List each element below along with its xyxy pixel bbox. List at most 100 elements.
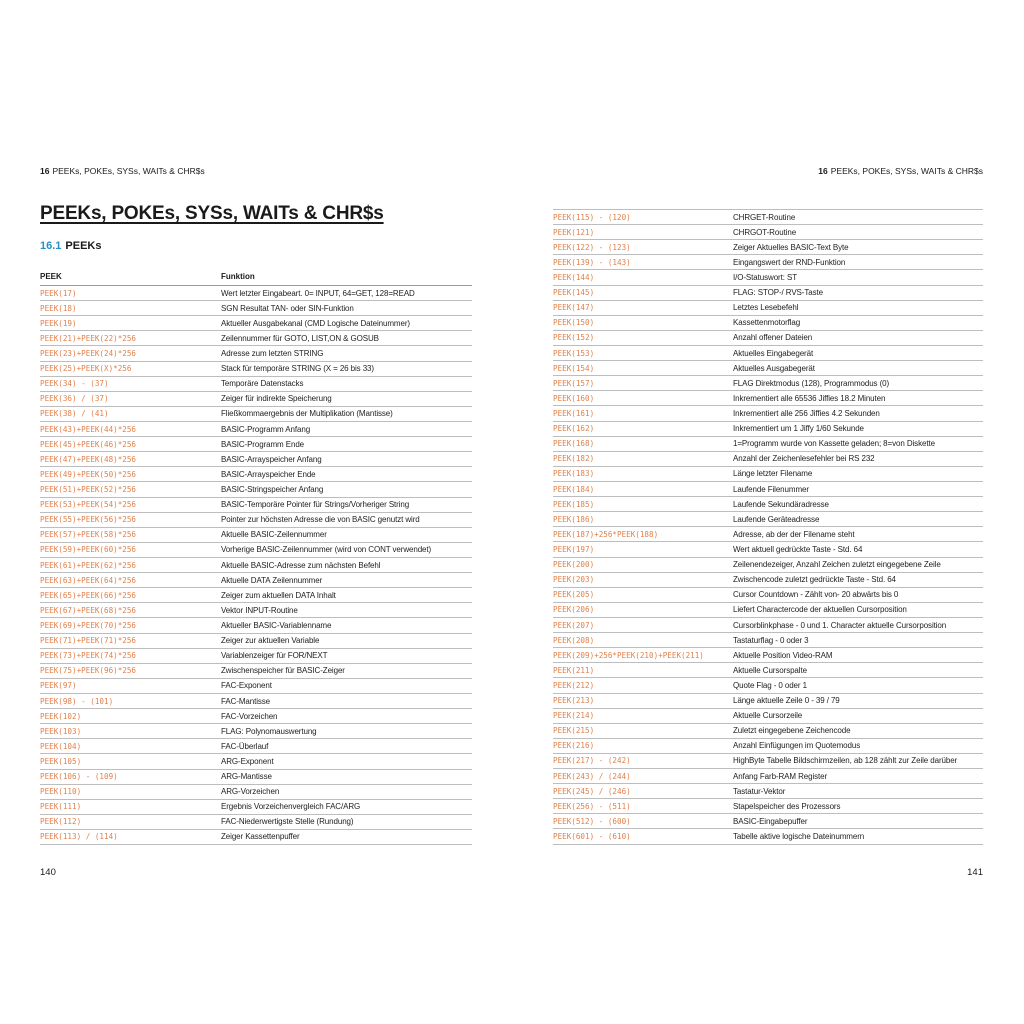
peek-address: PEEK(217) - (242)	[553, 756, 631, 766]
peek-address: PEEK(69)+PEEK(70)*256	[40, 620, 137, 630]
peek-function: HighByte Tabelle Bildschirmzeilen, ab 12…	[733, 756, 958, 766]
peek-table-right: PEEK(115) - (120) CHRGET-Routine PEEK(121)…	[553, 209, 983, 845]
peek-address: PEEK(512) - (600)	[553, 816, 631, 826]
table-row: PEEK(110) ARG-Vorzeichen	[40, 785, 472, 800]
table-row: PEEK(205) Cursor Countdown - Zählt von- 2…	[553, 588, 983, 603]
table-row: PEEK(512) - (600) BASIC-Eingabepuffer	[553, 814, 983, 830]
section-number: 16.1	[40, 240, 62, 252]
peek-function: Laufende Geräteadresse	[733, 514, 820, 524]
table-row: PEEK(147) Letztes Lesebefehl	[553, 301, 983, 316]
table-row: PEEK(97) FAC-Exponent	[40, 679, 472, 694]
peek-function: Anzahl der Zeichenlesefehler bei RS 232	[733, 454, 875, 464]
peek-address: PEEK(139) - (143)	[553, 257, 631, 267]
peek-function: Zeilennummer für GOTO, LIST,ON & GOSUB	[221, 333, 379, 343]
peek-address: PEEK(111)	[40, 802, 82, 812]
peek-address: PEEK(75)+PEEK(96)*256	[40, 666, 137, 676]
table-row: PEEK(71)+PEEK(71)*256 Zeiger zur aktuelle…	[40, 634, 472, 649]
table-row: PEEK(105) ARG-Exponent	[40, 754, 472, 770]
peek-function: Wert letzter Eingabeart. 0= INPUT, 64=GE…	[221, 288, 415, 298]
header-peek: PEEK	[40, 271, 62, 281]
peek-function: Zwischenspeicher für BASIC-Zeiger	[221, 666, 345, 676]
peek-address: PEEK(65)+PEEK(66)*256	[40, 590, 137, 600]
table-row: PEEK(213) Länge aktuelle Zeile 0 - 39 / 7…	[553, 694, 983, 709]
peek-function: Tastaturflag - 0 oder 3	[733, 635, 809, 645]
peek-address: PEEK(25)+PEEK(X)*256	[40, 364, 132, 374]
peek-function: Aktuelle Cursorspalte	[733, 665, 807, 675]
table-row: PEEK(112) FAC-Niederwertigste Stelle (Run…	[40, 815, 472, 830]
chapter-number: 16	[818, 166, 828, 176]
peek-address: PEEK(73)+PEEK(74)*256	[40, 651, 137, 661]
peek-address: PEEK(112)	[40, 817, 82, 827]
table-row: PEEK(206) Liefert Charactercode der aktue…	[553, 603, 983, 618]
peek-function: Vektor INPUT-Routine	[221, 605, 298, 615]
peek-address: PEEK(168)	[553, 439, 595, 449]
peek-function: Aktuelles Eingabegerät	[733, 348, 814, 358]
table-row: PEEK(256) - (511) Stapelspeicher des Proz…	[553, 799, 983, 815]
peek-address: PEEK(183)	[553, 469, 595, 479]
peek-function: Laufende Filenummer	[733, 484, 809, 494]
peek-address: PEEK(103)	[40, 726, 82, 736]
table-row: PEEK(139) - (143) Eingangswert der RND-Fu…	[553, 255, 983, 271]
peek-function: Aktuelle Position Video-RAM	[733, 650, 833, 660]
peek-address: PEEK(105)	[40, 756, 82, 766]
peek-address: PEEK(152)	[553, 333, 595, 343]
peek-address: PEEK(43)+PEEK(44)*256	[40, 424, 137, 434]
peek-address: PEEK(121)	[553, 227, 595, 237]
peek-function: Letztes Lesebefehl	[733, 303, 799, 313]
table-row: PEEK(111) Ergebnis Vorzeichenvergleich FA…	[40, 800, 472, 815]
table-row: PEEK(47)+PEEK(48)*256 BASIC-Arrayspeicher…	[40, 452, 472, 468]
peek-function: Adresse zum letzten STRING	[221, 348, 324, 358]
table-row: PEEK(212) Quote Flag - 0 oder 1	[553, 678, 983, 694]
table-row: PEEK(215) Zuletzt eingegebene Zeichencode	[553, 724, 983, 739]
table-row: PEEK(21)+PEEK(22)*256 Zeilennummer für GO…	[40, 331, 472, 347]
table-row: PEEK(36) / (37) Zeiger für indirekte Spei…	[40, 392, 472, 407]
peek-address: PEEK(115) - (120)	[553, 212, 631, 222]
section-heading: 16.1 PEEKs	[40, 240, 102, 252]
peek-function: I/O-Statuswort: ST	[733, 272, 797, 282]
chapter-title: PEEKs, POKEs, SYSs, WAITs & CHR$s	[52, 166, 205, 176]
table-row: PEEK(45)+PEEK(46)*256 BASIC-Programm Ende	[40, 437, 472, 453]
table-row: PEEK(203) Zwischencode zuletzt gedrückte …	[553, 573, 983, 588]
peek-function: Zeilenendezeiger, Anzahl Zeichen zuletzt…	[733, 560, 941, 570]
peek-address: PEEK(157)	[553, 378, 595, 388]
table-row: PEEK(211) Aktuelle Cursorspalte	[553, 663, 983, 679]
peek-function: BASIC-Eingabepuffer	[733, 816, 808, 826]
peek-address: PEEK(185)	[553, 499, 595, 509]
table-row: PEEK(214) Aktuelle Cursorzeile	[553, 709, 983, 724]
peek-function: FAC-Mantisse	[221, 696, 271, 706]
peek-address: PEEK(197)	[553, 544, 595, 554]
table-row: PEEK(23)+PEEK(24)*256 Adresse zum letzten…	[40, 346, 472, 362]
peek-function: Aktueller Ausgabekanal (CMD Logische Dat…	[221, 318, 410, 328]
peek-function: Wert aktuell gedrückte Taste - Std. 64	[733, 544, 863, 554]
peek-function: Fließkommaergebnis der Multiplikation (M…	[221, 409, 393, 419]
table-row: PEEK(208) Tastaturflag - 0 oder 3	[553, 633, 983, 649]
peek-address: PEEK(18)	[40, 303, 77, 313]
peek-address: PEEK(150)	[553, 318, 595, 328]
table-row: PEEK(69)+PEEK(70)*256 Aktueller BASIC-Var…	[40, 618, 472, 634]
peek-address: PEEK(61)+PEEK(62)*256	[40, 560, 137, 570]
peek-function: BASIC-Arrayspeicher Ende	[221, 469, 316, 479]
peek-address: PEEK(34) - (37)	[40, 379, 109, 389]
table-header: PEEK Funktion	[40, 267, 472, 286]
peek-function: 1=Programm wurde von Kassette geladen; 8…	[733, 439, 935, 449]
peek-function: Aktuelles Ausgabegerät	[733, 363, 815, 373]
peek-address: PEEK(21)+PEEK(22)*256	[40, 333, 137, 343]
table-row: PEEK(43)+PEEK(44)*256 BASIC-Programm Anfa…	[40, 422, 472, 438]
peek-function: Anfang Farb-RAM Register	[733, 771, 828, 781]
peek-function: FAC-Vorzeichen	[221, 711, 278, 721]
table-row: PEEK(65)+PEEK(66)*256 Zeiger zum aktuelle…	[40, 588, 472, 604]
peek-function: Cursorblinkphase - 0 und 1. Character ak…	[733, 620, 947, 630]
peek-function: Tabelle aktive logische Dateinummern	[733, 832, 865, 842]
table-row: PEEK(197) Wert aktuell gedrückte Taste - …	[553, 542, 983, 558]
table-row: PEEK(207) Cursorblinkphase - 0 und 1. Cha…	[553, 618, 983, 634]
page-title: PEEKs, POKEs, SYSs, WAITs & CHR$s	[40, 203, 384, 224]
peek-function: Aktuelle Cursorzeile	[733, 711, 803, 721]
peek-function: Laufende Sekundäradresse	[733, 499, 829, 509]
peek-address: PEEK(243) / (244)	[553, 771, 631, 781]
table-row: PEEK(17) Wert letzter Eingabeart. 0= INPU…	[40, 286, 472, 302]
peek-address: PEEK(38) / (41)	[40, 409, 109, 419]
peek-function: BASIC-Programm Ende	[221, 439, 305, 449]
peek-function: BASIC-Temporäre Pointer für Strings/Vorh…	[221, 500, 410, 510]
table-row: PEEK(53)+PEEK(54)*256 BASIC-Temporäre Poi…	[40, 498, 472, 513]
peek-address: PEEK(153)	[553, 348, 595, 358]
